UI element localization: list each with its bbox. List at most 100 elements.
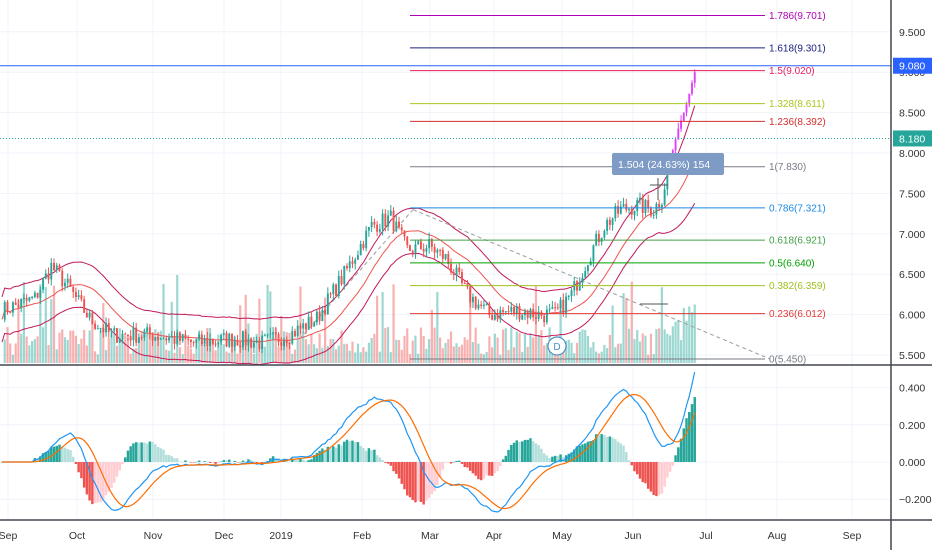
candle-body[interactable] xyxy=(291,331,294,344)
candle-body[interactable] xyxy=(263,335,266,337)
candle-body[interactable] xyxy=(586,265,589,272)
candle-body[interactable] xyxy=(439,249,442,251)
candle-body[interactable] xyxy=(491,314,494,320)
candle-body[interactable] xyxy=(622,204,625,207)
candle-body[interactable] xyxy=(107,322,110,332)
candle-body[interactable] xyxy=(658,203,661,208)
candle-body[interactable] xyxy=(318,311,321,321)
candle-body[interactable] xyxy=(452,272,455,276)
candle-body[interactable] xyxy=(220,334,223,343)
candle-body[interactable] xyxy=(406,236,409,246)
candle-body[interactable] xyxy=(343,265,346,285)
candle-body[interactable] xyxy=(3,302,6,320)
candle-body[interactable] xyxy=(313,322,316,327)
candle-body[interactable] xyxy=(419,241,422,250)
candle-body[interactable] xyxy=(85,312,88,318)
candle-body[interactable] xyxy=(614,206,617,219)
candle-body[interactable] xyxy=(181,334,184,341)
candle-body[interactable] xyxy=(296,325,299,337)
candle-body[interactable] xyxy=(592,245,595,262)
candle-body[interactable] xyxy=(411,250,414,254)
candle-body[interactable] xyxy=(315,311,318,323)
candle-body[interactable] xyxy=(370,221,373,228)
candle-body[interactable] xyxy=(118,338,121,343)
candle-body[interactable] xyxy=(83,299,86,313)
candle-body[interactable] xyxy=(9,312,12,314)
candle-body[interactable] xyxy=(33,292,36,298)
candle-body[interactable] xyxy=(619,206,622,214)
candle-body[interactable] xyxy=(77,295,80,298)
candle-body[interactable] xyxy=(378,229,381,232)
candle-body[interactable] xyxy=(324,309,327,315)
candle-body[interactable] xyxy=(608,219,611,225)
candle-body[interactable] xyxy=(231,333,233,347)
candle-body[interactable] xyxy=(211,339,214,344)
candle-body[interactable] xyxy=(603,231,606,238)
candle-body[interactable] xyxy=(581,277,584,283)
candle-body[interactable] xyxy=(132,327,135,341)
candle-body[interactable] xyxy=(493,314,496,320)
candle-body[interactable] xyxy=(55,265,58,271)
candle-body[interactable] xyxy=(562,299,565,313)
candle-body[interactable] xyxy=(389,210,392,216)
candle-body[interactable] xyxy=(362,243,365,249)
candle-body[interactable] xyxy=(121,333,124,339)
candle-body[interactable] xyxy=(507,311,510,313)
candle-body[interactable] xyxy=(534,317,537,319)
candle-body[interactable] xyxy=(44,273,47,279)
candle-body[interactable] xyxy=(628,209,630,211)
candle-body[interactable] xyxy=(488,304,491,315)
candle-body[interactable] xyxy=(332,284,335,294)
candle-body[interactable] xyxy=(335,284,338,297)
candle-body[interactable] xyxy=(179,332,181,341)
dividend-marker-icon[interactable] xyxy=(547,336,567,356)
candle-body[interactable] xyxy=(159,338,162,340)
candle-body[interactable] xyxy=(469,286,472,303)
candle-body[interactable] xyxy=(80,295,83,300)
candle-body[interactable] xyxy=(636,200,639,211)
candle-body[interactable] xyxy=(247,338,250,346)
candle-body[interactable] xyxy=(42,278,45,290)
candle-body[interactable] xyxy=(545,309,548,323)
candle-body[interactable] xyxy=(274,332,277,335)
candle-body[interactable] xyxy=(365,230,368,249)
candle-body[interactable] xyxy=(400,227,403,231)
candle-body[interactable] xyxy=(140,337,143,339)
candle-body[interactable] xyxy=(474,296,477,309)
candle-body[interactable] xyxy=(200,334,203,344)
candle-body[interactable] xyxy=(513,306,515,314)
candle-body[interactable] xyxy=(124,333,127,335)
candle-body[interactable] xyxy=(567,295,570,297)
candle-body[interactable] xyxy=(447,254,450,264)
candle-body[interactable] xyxy=(250,338,253,348)
candle-body[interactable] xyxy=(69,278,72,288)
candle-body[interactable] xyxy=(209,339,212,346)
candle-body[interactable] xyxy=(58,265,61,271)
candle-body[interactable] xyxy=(11,302,14,313)
candle-body[interactable] xyxy=(630,209,633,215)
candle-body[interactable] xyxy=(47,273,50,280)
candle-body[interactable] xyxy=(102,327,105,333)
candle-body[interactable] xyxy=(66,278,69,283)
candle-body[interactable] xyxy=(206,338,209,346)
candle-body[interactable] xyxy=(148,327,151,335)
candle-body[interactable] xyxy=(428,239,431,249)
candle-body[interactable] xyxy=(485,304,488,306)
candle-body[interactable] xyxy=(283,340,285,346)
candle-body[interactable] xyxy=(617,206,620,214)
candle-body[interactable] xyxy=(31,297,34,299)
candle-body[interactable] xyxy=(126,334,129,337)
candle-body[interactable] xyxy=(302,323,305,329)
candle-body[interactable] xyxy=(387,215,390,227)
candle-body[interactable] xyxy=(28,297,31,301)
candle-body[interactable] xyxy=(444,254,447,259)
candle-body[interactable] xyxy=(354,259,357,264)
candle-body[interactable] xyxy=(502,310,505,313)
candle-body[interactable] xyxy=(652,214,655,216)
candle-body[interactable] xyxy=(584,271,587,278)
candle-body[interactable] xyxy=(36,292,39,298)
candle-body[interactable] xyxy=(674,139,677,151)
candle-body[interactable] xyxy=(110,330,113,332)
candle-body[interactable] xyxy=(146,327,149,332)
candle-body[interactable] xyxy=(398,221,400,228)
